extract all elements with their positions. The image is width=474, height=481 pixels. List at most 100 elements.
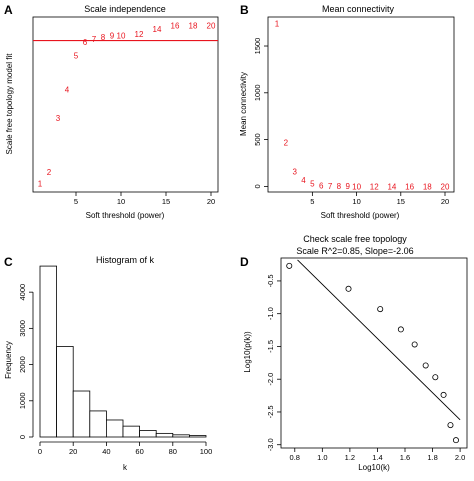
panel-d-point <box>432 374 439 381</box>
panel-b-point-label: 7 <box>328 182 333 191</box>
panel-c-bar <box>89 410 107 438</box>
panel-b: B Mean connectivity 5 10 15 20 0 500 1000 1500… <box>239 3 455 220</box>
panel-d-y-tick-label: -2.5 <box>266 405 275 418</box>
panel-d-title: Check scale free topology <box>303 234 407 244</box>
panel-d-y-label: Log10(p(k)) <box>243 331 252 373</box>
panel-b-point-label: 2 <box>284 138 289 147</box>
panel-d-x-tick-label: 1.8 <box>427 453 437 462</box>
panel-a: A Scale independence 5 10 15 20 Soft thresh… <box>4 3 219 220</box>
panel-b-y-tick-label: 1000 <box>253 84 262 101</box>
panel-a-point-label: 7 <box>92 35 97 44</box>
panel-b-point-label: 18 <box>423 182 432 191</box>
panel-b-point-label: 6 <box>319 181 324 190</box>
panel-c-bar <box>56 346 74 438</box>
panel-d-plot-frame <box>280 257 468 449</box>
panel-d-regression-line <box>297 259 461 421</box>
panel-b-x-axis: 5 10 15 20 <box>310 192 449 206</box>
panel-c-bar <box>155 432 174 438</box>
panel-a-point-label: 20 <box>207 21 216 30</box>
panel-c-bar <box>39 265 58 438</box>
panel-a-point-label: 6 <box>83 38 88 47</box>
panel-c-x-tick-label: 60 <box>135 447 143 456</box>
panel-b-x-label: Soft threshold (power) <box>321 211 400 220</box>
panel-a-point-label: 1 <box>38 180 43 189</box>
panel-b-x-tick-label: 20 <box>441 197 449 206</box>
panel-b-point-label: 3 <box>292 167 297 176</box>
panel-d-fit-line <box>297 259 461 421</box>
panel-a-points: 12 3 4 56 7 8 9 10 12 14 16 18 20 <box>38 21 216 188</box>
panel-c-bar <box>139 430 157 438</box>
panel-a-point-label: 8 <box>101 33 106 42</box>
panel-a-x-axis: 5 10 15 20 <box>74 192 215 206</box>
panel-a-x-tick-label: 20 <box>207 197 215 206</box>
panel-c-x-label: k <box>123 463 128 472</box>
panel-d-point <box>397 326 404 333</box>
panel-d: D Check scale free topology Scale R^2=0.… <box>240 234 468 472</box>
panel-d-letter: D <box>240 255 249 269</box>
panel-a-point-label: 9 <box>110 32 115 41</box>
panel-d-x-label: Log10(k) <box>358 463 390 472</box>
panel-b-y-tick-label: 500 <box>253 133 262 146</box>
panel-c-y-tick-label: 0 <box>18 435 27 439</box>
panel-b-point-label: 5 <box>310 180 315 189</box>
panel-d-point <box>377 306 384 313</box>
panel-a-x-tick-label: 10 <box>117 197 125 206</box>
panel-d-point <box>286 262 293 269</box>
panel-a-letter: A <box>4 3 13 17</box>
panel-b-point-label: 12 <box>370 182 379 191</box>
panel-b-point-label: 10 <box>352 182 361 191</box>
panel-c-bar <box>172 434 190 438</box>
panel-c: C Histogram of k 0 20 40 60 80 100 0 1000 2000 3… <box>4 255 212 472</box>
panel-d-point <box>422 362 429 369</box>
panel-a-point-label: 16 <box>171 21 180 30</box>
panel-c-title: Histogram of k <box>96 255 155 265</box>
panel-d-y-tick-label: -0.5 <box>266 274 275 287</box>
panel-b-y-tick-label: 1500 <box>253 38 262 55</box>
panel-a-point-label: 3 <box>56 114 61 123</box>
panel-c-x-tick-label: 0 <box>38 447 42 456</box>
panel-d-y-axis: -3.0 -2.5 -2.0 -1.5 -1.0 -0.5 <box>266 274 281 451</box>
panel-b-point-label: 16 <box>405 182 414 191</box>
panel-d-y-tick-label: -3.0 <box>266 438 275 451</box>
panel-d-point <box>440 391 447 398</box>
panel-a-point-label: 12 <box>135 30 144 39</box>
panel-a-point-label: 14 <box>153 25 162 34</box>
panel-b-x-tick-label: 15 <box>397 197 405 206</box>
panel-b-point-label: 20 <box>441 182 450 191</box>
panel-c-bar <box>122 425 141 438</box>
panel-c-x-tick-label: 40 <box>102 447 110 456</box>
panel-a-point-label: 18 <box>189 21 198 30</box>
panel-d-points <box>286 262 459 444</box>
panel-b-point-label: 9 <box>346 182 351 191</box>
panel-b-y-tick-label: 0 <box>253 184 262 188</box>
panel-a-point-label: 4 <box>65 85 70 94</box>
panel-c-bar <box>72 390 91 438</box>
panel-a-x-tick-label: 5 <box>74 197 78 206</box>
panel-c-x-axis: 0 20 40 60 80 100 <box>38 441 213 456</box>
panel-b-point-label: 8 <box>337 182 342 191</box>
panel-c-x-tick-label: 100 <box>200 447 213 456</box>
panel-d-x-tick-label: 1.2 <box>345 453 355 462</box>
panel-c-y-label: Frequency <box>4 341 13 379</box>
panel-d-y-tick-label: -1.0 <box>266 307 275 320</box>
panel-c-y-axis: 0 1000 2000 3000 4000 <box>18 284 34 439</box>
panel-a-x-label: Soft threshold (power) <box>86 211 165 220</box>
panel-d-x-axis: 0.8 1.0 1.2 1.4 1.6 1.8 2.0 <box>290 448 465 462</box>
panel-c-bar <box>188 435 207 438</box>
panel-b-x-tick-label: 10 <box>352 197 360 206</box>
panel-c-bars <box>39 265 207 438</box>
panel-d-subtitle: Scale R^2=0.85, Slope=-2.06 <box>296 246 413 256</box>
panel-d-x-tick-label: 1.4 <box>372 453 382 462</box>
panel-b-title: Mean connectivity <box>322 4 395 14</box>
panel-c-y-tick-label: 1000 <box>18 392 27 409</box>
panel-c-y-tick-label: 4000 <box>18 284 27 301</box>
panel-b-point-label: 14 <box>387 182 396 191</box>
panel-b-letter: B <box>240 3 249 17</box>
panel-d-y-tick-label: -1.5 <box>266 340 275 353</box>
panel-c-x-tick-label: 20 <box>69 447 77 456</box>
panel-a-x-tick-label: 15 <box>162 197 170 206</box>
panel-a-point-label: 2 <box>47 168 52 177</box>
panel-d-x-tick-label: 0.8 <box>290 453 300 462</box>
